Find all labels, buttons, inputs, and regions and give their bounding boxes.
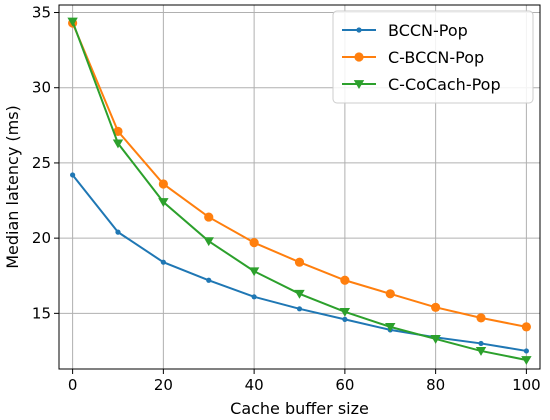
data-point xyxy=(70,172,76,178)
y-tick-label: 35 xyxy=(32,4,51,22)
data-point xyxy=(248,267,260,277)
legend-label: C-BCCN-Pop xyxy=(388,48,484,67)
series-2 xyxy=(67,17,532,365)
legend-label: C-CoCach-Pop xyxy=(388,75,501,94)
x-tick-label: 80 xyxy=(426,376,445,394)
data-point xyxy=(478,340,484,347)
legend-marker xyxy=(354,52,364,62)
y-tick-label: 30 xyxy=(32,79,51,97)
data-point xyxy=(158,179,168,189)
data-point xyxy=(385,289,395,299)
data-point xyxy=(206,277,212,283)
x-tick-label: 60 xyxy=(335,376,354,394)
data-point xyxy=(115,229,121,235)
legend-label: BCCN-Pop xyxy=(388,21,468,40)
legend-item: BCCN-Pop xyxy=(342,21,468,40)
data-point xyxy=(294,289,305,299)
legend-item: C-BCCN-Pop xyxy=(342,48,484,67)
data-point xyxy=(523,348,529,354)
y-tick-label: 15 xyxy=(32,304,51,322)
x-tick-label: 0 xyxy=(68,376,78,394)
legend-box xyxy=(332,10,534,104)
data-point xyxy=(113,126,123,136)
data-point xyxy=(385,322,396,332)
x-tick-label: 20 xyxy=(154,376,173,394)
y-axis-label: Median latency (ms) xyxy=(3,105,22,269)
x-axis-ticks: 0 20 40 60 80 100 xyxy=(68,369,541,394)
data-point xyxy=(249,238,259,248)
data-point xyxy=(158,198,169,207)
x-tick-label: 100 xyxy=(512,376,541,394)
x-axis-label: Cache buffer size xyxy=(230,399,369,418)
data-point xyxy=(112,139,124,149)
legend-marker xyxy=(353,80,365,89)
data-point xyxy=(251,294,257,300)
data-point xyxy=(67,17,78,27)
data-point xyxy=(203,237,214,247)
data-point xyxy=(339,307,351,317)
plot-frame xyxy=(58,4,541,370)
data-point xyxy=(476,313,486,323)
data-point xyxy=(475,347,487,356)
legend-item: C-CoCach-Pop xyxy=(342,75,501,94)
data-point xyxy=(430,335,441,344)
data-point xyxy=(340,275,350,285)
y-tick-label: 25 xyxy=(32,154,51,172)
data-point xyxy=(521,322,531,332)
data-point xyxy=(160,259,166,265)
data-point xyxy=(342,316,348,322)
data-point xyxy=(521,356,532,365)
data-point xyxy=(431,302,441,312)
legend-marker xyxy=(356,27,362,33)
x-tick-label: 40 xyxy=(245,376,264,394)
data-point xyxy=(296,306,303,312)
y-axis-ticks: 15 20 25 30 35 xyxy=(32,4,59,322)
data-point xyxy=(294,257,305,267)
series-layer xyxy=(67,17,532,365)
y-tick-label: 20 xyxy=(32,229,51,247)
data-point xyxy=(204,212,214,222)
legend: BCCN-Pop C-BCCN-Pop C-CoCach-Pop xyxy=(332,10,534,104)
series-1 xyxy=(68,18,531,332)
